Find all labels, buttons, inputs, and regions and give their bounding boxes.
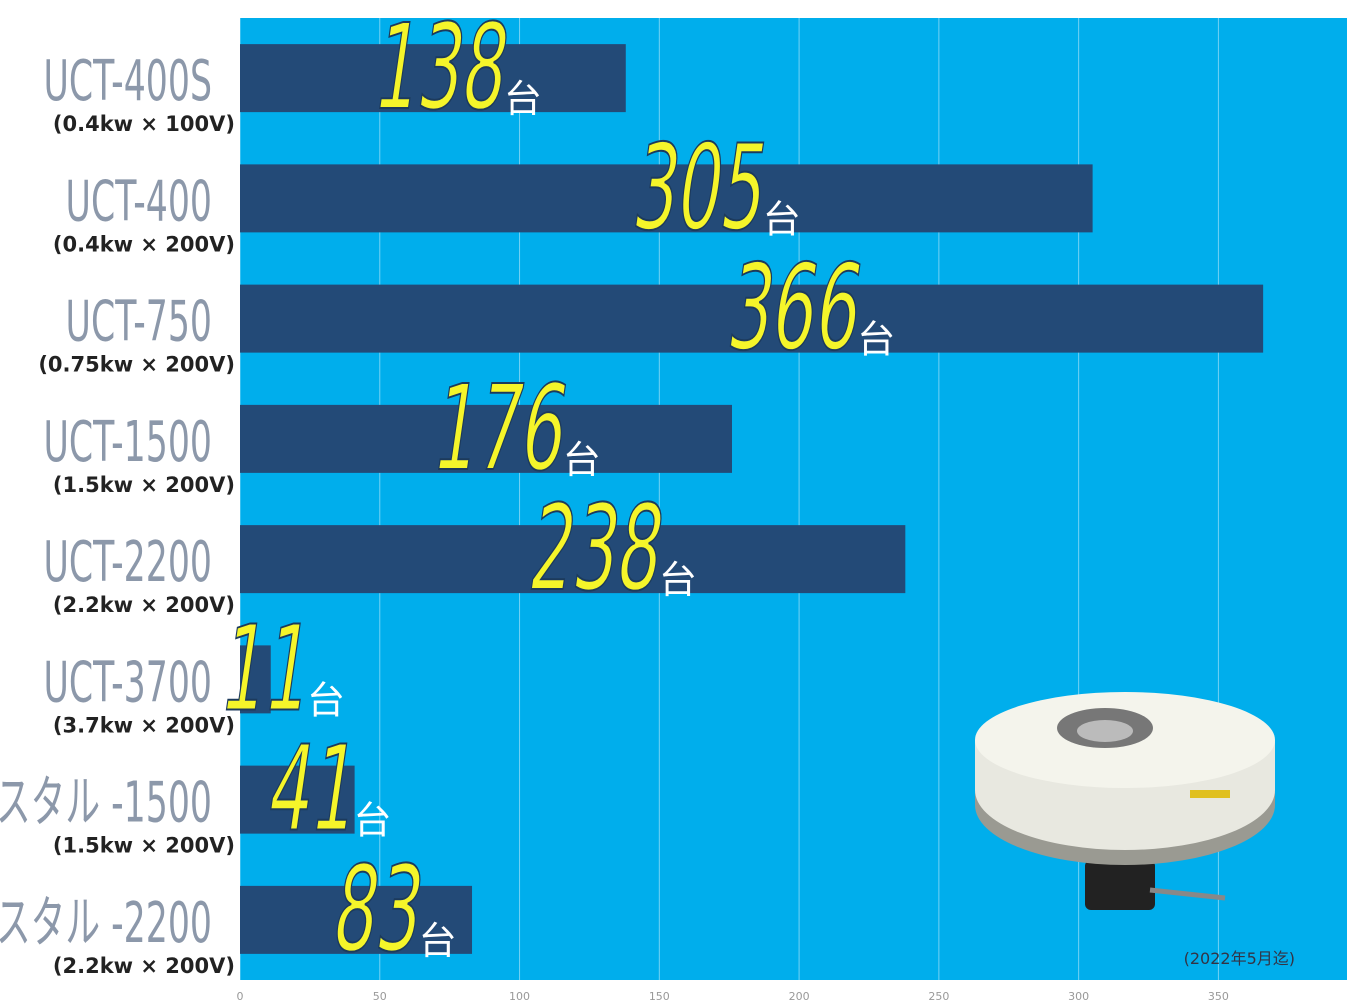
x-tick-label: 0	[237, 990, 244, 1003]
x-tick-label: 100	[509, 990, 530, 1003]
category-note: (2.2kw × 200V)	[53, 954, 235, 978]
value-label-group: 366	[720, 239, 872, 378]
category-label-group: UCT-1500	[43, 409, 212, 474]
value-label: 138	[367, 0, 517, 136]
category-label-group: UCT-400S	[44, 48, 212, 113]
category-note: (0.75kw × 200V)	[38, 353, 235, 377]
category-note: (3.7kw × 200V)	[53, 713, 235, 737]
value-label: 238	[522, 480, 672, 617]
value-unit: 台	[659, 558, 697, 602]
bar	[240, 885, 473, 954]
bar	[240, 404, 732, 473]
bar	[240, 765, 355, 834]
value-label-group: 138	[366, 0, 518, 137]
category-label: UCT-750	[66, 289, 212, 354]
x-tick-label: 50	[373, 990, 387, 1003]
category-label-group: UCT-750	[66, 289, 212, 354]
value-unit: 台	[857, 318, 895, 362]
bar	[240, 525, 906, 594]
category-note: (0.4kw × 200V)	[53, 232, 235, 256]
photo-cone	[1077, 720, 1133, 742]
value-unit: 台	[419, 919, 457, 963]
value-label-group: 176	[425, 359, 577, 498]
photo-pipe	[1149, 887, 1226, 901]
category-note: (1.5kw × 200V)	[53, 834, 235, 858]
value-label: 305	[626, 119, 776, 256]
value-label-group: 305	[625, 118, 777, 257]
x-tick-label: 350	[1208, 990, 1229, 1003]
category-note: (2.2kw × 200V)	[53, 593, 235, 617]
value-label-group: 41	[260, 720, 368, 859]
category-label: UCT-400	[66, 169, 212, 234]
category-label-group: UCT-400	[66, 169, 212, 234]
bar	[240, 284, 1264, 353]
category-label: UCT-400S	[44, 48, 212, 113]
photo-motor	[1085, 860, 1155, 910]
value-unit: 台	[563, 438, 601, 482]
value-label-group: 238	[521, 479, 673, 618]
value-label: 11	[214, 600, 321, 737]
value-label: 366	[721, 239, 871, 376]
category-label: クリスタル -2200	[0, 890, 212, 955]
category-label: UCT-2200	[43, 529, 212, 594]
value-label-group: 83	[325, 840, 433, 979]
category-note: (1.5kw × 200V)	[53, 473, 235, 497]
bar	[240, 44, 626, 113]
photo-label	[1190, 790, 1230, 798]
category-label: UCT-3700	[43, 650, 212, 715]
value-label: 176	[426, 360, 576, 497]
category-label-group: UCT-3700	[43, 650, 212, 715]
value-unit: 台	[504, 77, 542, 121]
category-label-group: クリスタル -2200	[0, 890, 212, 955]
x-tick-label: 250	[928, 990, 949, 1003]
annotation: (2022年5月迄)	[1184, 949, 1295, 968]
value-unit: 台	[763, 197, 801, 241]
x-tick-label: 300	[1068, 990, 1089, 1003]
value-label: 41	[260, 720, 367, 857]
product-photo	[975, 692, 1275, 910]
category-label-group: UCT-2200	[43, 529, 212, 594]
value-label-group: 11	[213, 599, 321, 738]
value-label: 83	[326, 841, 433, 978]
bars	[240, 44, 1264, 954]
x-tick-label: 200	[789, 990, 810, 1003]
bar	[240, 645, 271, 714]
category-note: (0.4kw × 100V)	[53, 112, 235, 136]
category-label: UCT-1500	[43, 409, 212, 474]
category-label: クリスタル -1500	[0, 770, 212, 835]
category-label-group: クリスタル -1500	[0, 770, 212, 835]
photo-band	[975, 790, 1275, 865]
value-unit: 台	[354, 799, 392, 843]
value-unit: 台	[307, 678, 345, 722]
x-tick-label: 150	[649, 990, 670, 1003]
bar	[240, 164, 1093, 233]
